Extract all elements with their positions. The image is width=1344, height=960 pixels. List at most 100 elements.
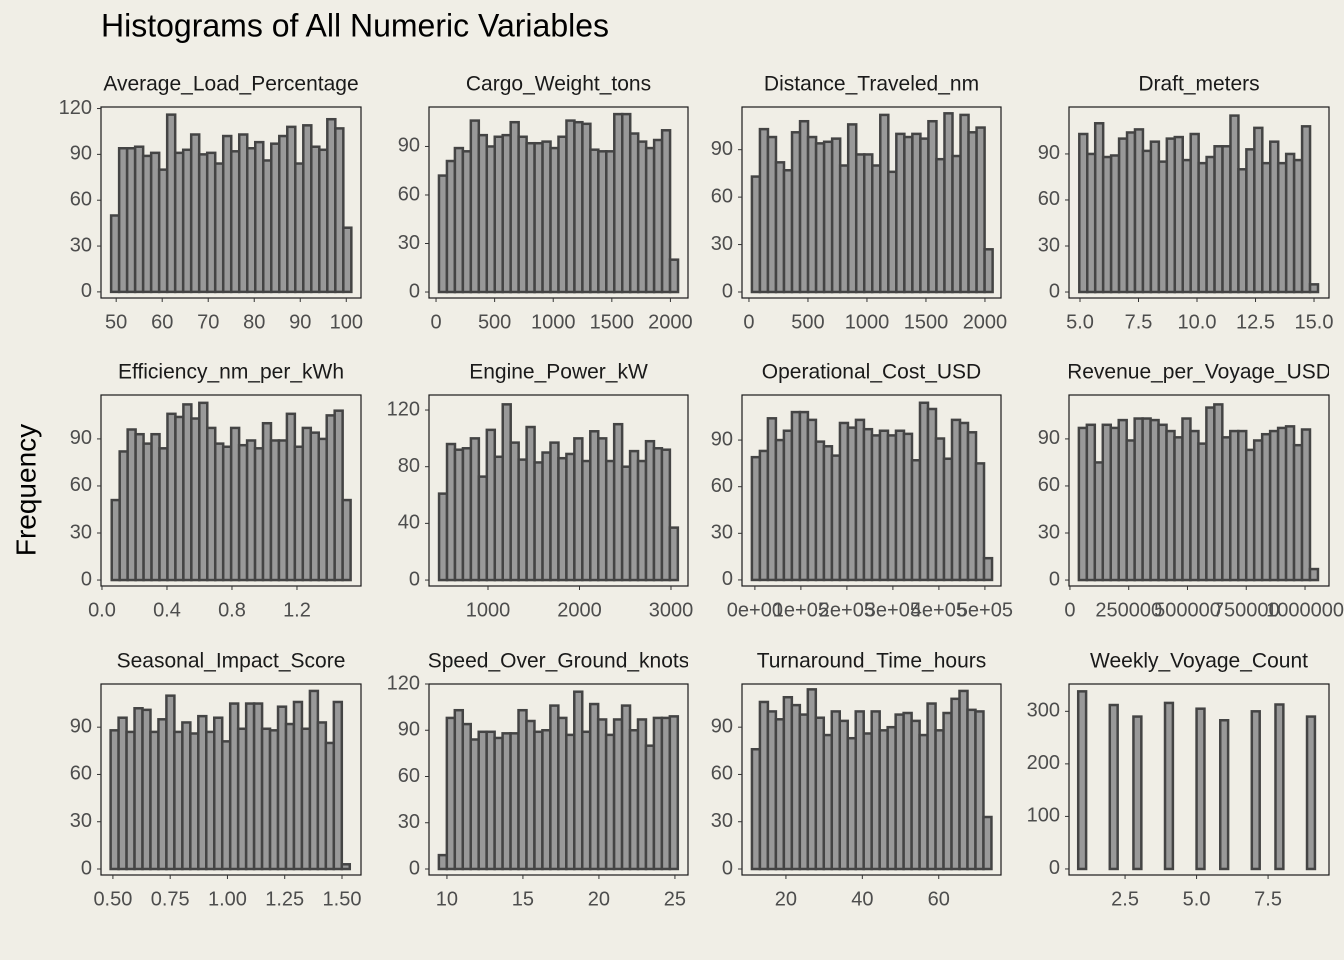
y-tick-label: 60	[711, 763, 733, 785]
y-tick-label: 90	[1038, 427, 1060, 449]
y-tick-label: 0	[409, 857, 420, 879]
bar	[1132, 715, 1143, 871]
bar	[660, 448, 672, 582]
x-tick-label: 1500	[904, 311, 949, 333]
bar	[341, 498, 352, 582]
y-tick-label: 90	[711, 715, 733, 737]
x-tick-label: 500	[791, 311, 824, 333]
x-tick-label: 1500	[590, 311, 635, 333]
panel: Turnaround_Time_hours 0 30 60 90 20 40 60	[711, 650, 1002, 910]
panel: Weekly_Voyage_Count 0 100 200 300 2.5 5.0 7.5	[1027, 650, 1330, 910]
bar	[983, 248, 994, 294]
y-tick-label: 200	[1027, 752, 1060, 774]
bar	[334, 127, 345, 294]
x-tick-label: 15	[512, 888, 534, 910]
x-tick-label: 500	[478, 311, 511, 333]
bar	[1274, 703, 1285, 871]
y-tick-label: 60	[711, 185, 733, 207]
x-tick-label: 20	[588, 888, 610, 910]
bar	[660, 129, 672, 294]
x-tick-label: 60	[928, 888, 950, 910]
bar	[1300, 428, 1312, 582]
y-tick-label: 120	[387, 672, 420, 694]
panel-title: Speed_Over_Ground_knots	[428, 650, 690, 673]
y-tick-label: 0	[722, 280, 733, 302]
x-tick-label: 5.0	[1183, 888, 1211, 910]
panel-frame	[428, 106, 689, 299]
y-tick-label: 40	[398, 512, 420, 534]
bar	[1195, 707, 1206, 871]
x-tick-label: 1000	[466, 599, 511, 621]
y-tick-label: 30	[70, 521, 92, 543]
y-tick-label: 0	[722, 857, 733, 879]
x-tick-label: 80	[243, 311, 265, 333]
y-tick-label: 60	[711, 475, 733, 497]
bar	[668, 258, 680, 294]
panel-frame	[428, 683, 689, 876]
bar	[668, 715, 680, 871]
x-tick-label: 0.0	[88, 599, 116, 621]
panel-frame	[100, 394, 362, 587]
x-tick-label: 750000	[1213, 599, 1280, 621]
y-tick-label: 0	[722, 568, 733, 590]
x-tick-label: 4e+05	[911, 599, 967, 621]
bar	[1219, 719, 1230, 871]
x-tick-label: 1e+05	[773, 599, 829, 621]
x-tick-label: 0.50	[93, 888, 132, 910]
bar	[1305, 715, 1317, 871]
x-tick-label: 20	[775, 888, 797, 910]
y-tick-label: 90	[1038, 142, 1060, 164]
y-tick-label: 60	[70, 763, 92, 785]
y-tick-label: 30	[70, 810, 92, 832]
bar	[974, 462, 986, 582]
y-tick-label: 90	[398, 135, 420, 157]
panel-frame	[428, 394, 689, 587]
bar	[342, 226, 353, 294]
bar	[340, 863, 352, 871]
y-tick-label: 60	[1038, 188, 1060, 210]
panel-title: Weekly_Voyage_Count	[1090, 650, 1308, 673]
y-tick-label: 120	[387, 398, 420, 420]
panel-frame	[1068, 394, 1330, 587]
x-tick-label: 0	[1064, 599, 1075, 621]
x-tick-label: 100	[330, 311, 363, 333]
x-tick-label: 0.8	[218, 599, 246, 621]
x-tick-label: 1000	[845, 311, 890, 333]
x-tick-label: 12.5	[1236, 311, 1275, 333]
x-tick-label: 15.0	[1295, 311, 1334, 333]
x-tick-label: 5.0	[1066, 311, 1094, 333]
y-tick-label: 0	[1049, 857, 1060, 879]
y-axis-label: Frequency	[10, 424, 41, 556]
panel-title: Operational_Cost_USD	[762, 361, 981, 384]
panel-frame	[741, 394, 1002, 587]
x-tick-label: 1000	[531, 311, 576, 333]
bar	[982, 556, 994, 582]
y-tick-label: 90	[70, 715, 92, 737]
panel-title: Turnaround_Time_hours	[757, 650, 987, 673]
bar	[668, 526, 680, 582]
x-tick-label: 3e+05	[865, 599, 921, 621]
x-tick-label: 0	[430, 311, 441, 333]
x-tick-label: 1.00	[208, 888, 247, 910]
panel: Revenue_per_Voyage_USD 0 30 60 90 0 2500005000…	[1038, 361, 1344, 622]
x-tick-label: 500000	[1154, 599, 1221, 621]
x-tick-label: 1.2	[283, 599, 311, 621]
y-tick-label: 30	[1038, 521, 1060, 543]
panel: Speed_Over_Ground_knots 0 30 60 90 120 10 15 20 2…	[387, 650, 690, 910]
y-tick-label: 30	[711, 233, 733, 255]
x-tick-label: 7.5	[1125, 311, 1153, 333]
y-tick-label: 30	[70, 234, 92, 256]
bar	[332, 700, 344, 871]
y-tick-label: 30	[1038, 234, 1060, 256]
y-tick-label: 90	[70, 427, 92, 449]
y-tick-label: 80	[398, 455, 420, 477]
bar	[1300, 125, 1312, 294]
y-tick-label: 30	[398, 232, 420, 254]
y-tick-label: 0	[409, 280, 420, 302]
bar	[975, 126, 986, 294]
y-tick-label: 90	[711, 138, 733, 160]
panel: Cargo_Weight_tons 0 30 60 90 0 500 1000 1500 2000	[398, 73, 693, 334]
panel-frame	[100, 683, 362, 876]
panel: Seasonal_Impact_Score 0 30 60 90 0.50 0.75 1.00…	[70, 650, 362, 910]
